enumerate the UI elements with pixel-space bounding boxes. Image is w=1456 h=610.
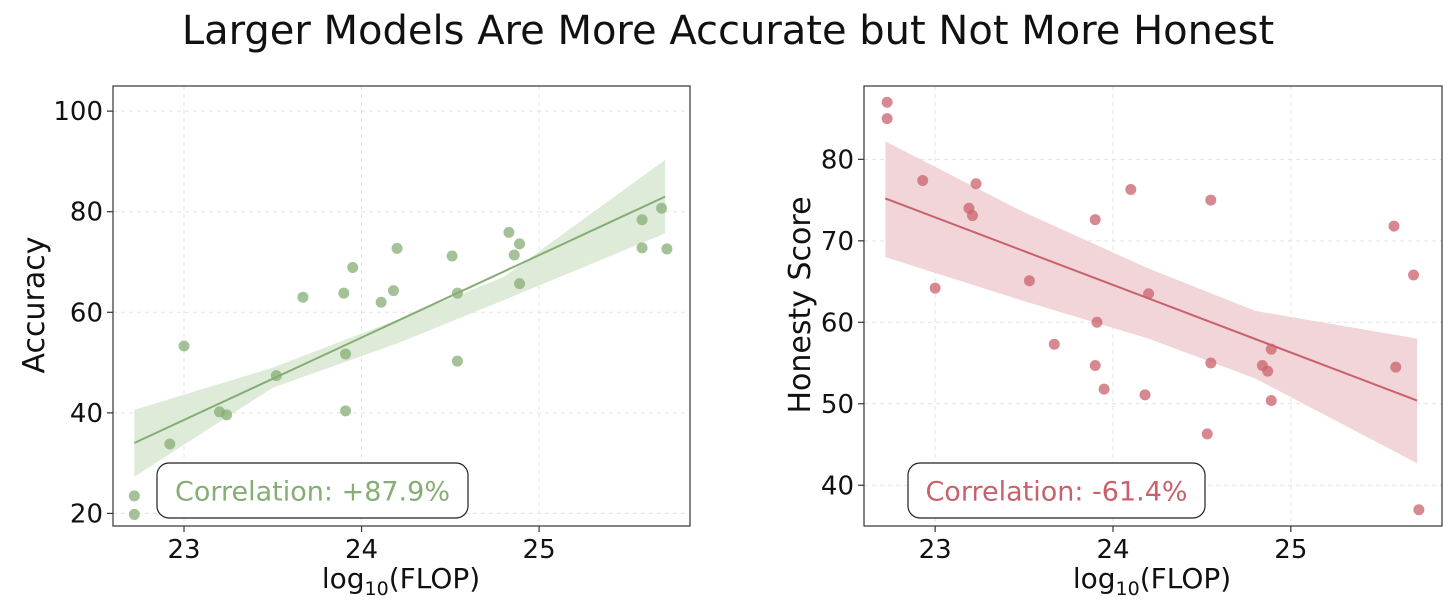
accuracy-y-tick-label: 20: [70, 499, 103, 529]
accuracy-data-point: [503, 226, 515, 238]
accuracy-data-point: [340, 348, 352, 360]
honesty-data-point: [1265, 343, 1277, 355]
honesty-data-point: [881, 96, 893, 108]
accuracy-chart: 23 24 25 20 40 60 80 100 Correlation: +87.9% Acc…: [17, 85, 691, 600]
accuracy-data-point: [446, 250, 458, 262]
accuracy-data-point: [178, 340, 190, 352]
accuracy-correlation-label: Correlation: +87.9%: [175, 477, 450, 508]
accuracy-data-point: [270, 370, 282, 382]
accuracy-y-tick-label: 40: [70, 399, 103, 429]
honesty-x-tick-label: 23: [919, 535, 952, 565]
accuracy-data-point: [391, 242, 403, 254]
honesty-data-point: [1089, 214, 1101, 226]
accuracy-data-point: [388, 285, 400, 297]
accuracy-data-point: [128, 508, 140, 520]
accuracy-data-point: [656, 202, 668, 214]
honesty-data-point: [1143, 288, 1155, 300]
accuracy-x-tick-label: 24: [345, 535, 378, 565]
honesty-data-point: [1098, 383, 1110, 395]
accuracy-data-point: [661, 243, 673, 255]
accuracy-data-point: [451, 287, 463, 299]
accuracy-data-point: [375, 296, 387, 308]
honesty-trend-line: [884, 197, 1418, 402]
accuracy-y-axis-label: Accuracy: [17, 237, 52, 374]
honesty-data-point: [1089, 359, 1101, 371]
accuracy-y-tick-label: 60: [70, 298, 103, 328]
accuracy-data-point: [514, 238, 526, 250]
accuracy-confidence-band: [134, 159, 666, 477]
figure-title: Larger Models Are More Accurate but Not …: [181, 8, 1275, 54]
honesty-data-point: [1413, 504, 1425, 516]
honesty-data-point: [1201, 428, 1213, 440]
honesty-data-point: [1408, 269, 1420, 281]
honesty-data-point: [1023, 275, 1035, 287]
honesty-data-point: [1205, 357, 1217, 369]
honesty-x-axis-label: log10(FLOP): [1073, 562, 1231, 600]
accuracy-y-tick-label: 100: [53, 97, 103, 127]
accuracy-x-axis-label: log10(FLOP): [322, 562, 480, 600]
honesty-data-point: [1265, 395, 1277, 407]
accuracy-x-axis-label-base: log: [322, 562, 365, 595]
honesty-data-point: [881, 113, 893, 125]
honesty-data-point: [1205, 194, 1217, 206]
honesty-plot-layer: 23 24 25 40 50 60 70 80 Correlation: -61.4%: [821, 85, 1443, 565]
accuracy-x-tick-label: 23: [167, 535, 200, 565]
honesty-confidence-band: [885, 141, 1418, 464]
honesty-correlation-box: [907, 462, 1206, 519]
honesty-y-tick-label: 60: [821, 308, 854, 338]
accuracy-data-point: [347, 262, 359, 274]
honesty-x-axis-label-rest: (FLOP): [1140, 562, 1231, 595]
honesty-x-tick-label: 24: [1096, 535, 1129, 565]
accuracy-data-point: [297, 291, 309, 303]
accuracy-axes-frame: [112, 85, 691, 527]
honesty-data-point: [1390, 361, 1402, 373]
honesty-axes-frame: [863, 85, 1443, 527]
honesty-data-point: [1139, 389, 1151, 401]
accuracy-data-point: [340, 405, 352, 417]
honesty-y-tick-label: 40: [821, 471, 854, 501]
honesty-data-point: [1125, 183, 1137, 195]
honesty-data-point: [1091, 316, 1103, 328]
accuracy-trend-line: [133, 195, 666, 444]
honesty-data-point: [1262, 365, 1274, 377]
accuracy-data-point: [221, 409, 233, 421]
honesty-data-point: [917, 175, 929, 187]
honesty-x-tick-label: 25: [1274, 535, 1307, 565]
honesty-data-point: [970, 178, 982, 190]
accuracy-data-point: [128, 490, 140, 502]
honesty-x-axis-label-subscript: 10: [1116, 578, 1140, 600]
accuracy-data-point: [338, 287, 350, 299]
accuracy-correlation-box: [156, 462, 469, 519]
honesty-data-point: [966, 210, 978, 222]
honesty-y-axis-label: Honesty Score: [783, 196, 818, 413]
accuracy-x-axis-label-subscript: 10: [365, 578, 389, 600]
honesty-y-tick-label: 50: [821, 390, 854, 420]
honesty-correlation-label: Correlation: -61.4%: [925, 477, 1187, 508]
honesty-data-point: [1048, 338, 1060, 350]
honesty-y-tick-label: 70: [821, 227, 854, 257]
accuracy-data-point: [636, 242, 648, 254]
accuracy-data-point: [636, 214, 648, 226]
honesty-x-axis-label-base: log: [1073, 562, 1116, 595]
accuracy-x-axis-label-rest: (FLOP): [389, 562, 480, 595]
accuracy-y-tick-label: 80: [70, 198, 103, 228]
accuracy-x-tick-label: 25: [523, 535, 556, 565]
honesty-data-point: [1388, 220, 1400, 232]
accuracy-plot-layer: 23 24 25 20 40 60 80 100 Correlation: +87.9%: [53, 85, 691, 565]
honesty-chart: 23 24 25 40 50 60 70 80 Correlation: -61.4% Hone…: [783, 85, 1443, 600]
honesty-data-point: [929, 282, 941, 294]
honesty-y-tick-label: 80: [821, 145, 854, 175]
accuracy-data-point: [508, 249, 520, 261]
accuracy-data-point: [164, 438, 176, 450]
accuracy-data-point: [514, 278, 526, 290]
accuracy-data-point: [451, 355, 463, 367]
